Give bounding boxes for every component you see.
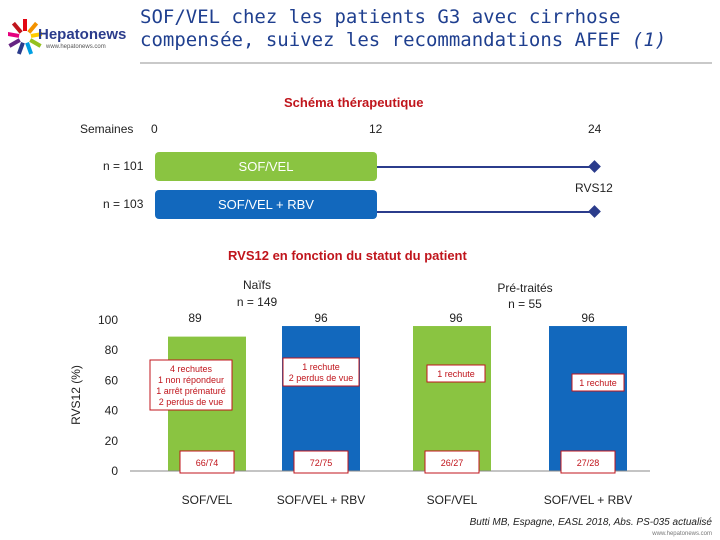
arm-2-followup-line <box>377 211 595 213</box>
title-ref: (1) <box>631 29 667 51</box>
note-line: 1 rechute <box>302 362 340 372</box>
endpoint-label: RVS12 <box>575 181 613 195</box>
weeks-label: Semaines <box>80 122 134 136</box>
category-label: SOF/VEL <box>427 493 478 507</box>
footer-url: www.hepatonews.com <box>652 531 712 537</box>
logo-url: www.hepatonews.com <box>46 44 106 50</box>
category-label: SOF/VEL + RBV <box>277 493 366 507</box>
y-tick-label: 60 <box>105 373 119 387</box>
note-box <box>149 359 233 411</box>
arm-2-n: n = 103 <box>103 197 144 211</box>
fraction-label: 72/75 <box>310 458 333 468</box>
note-line: 1 rechute <box>579 378 617 388</box>
page-title: SOF/VEL chez les patients G3 avec cirrho… <box>140 6 710 52</box>
note-box <box>426 364 486 383</box>
note-box <box>282 357 360 387</box>
arm-2-bar: SOF/VEL + RBV <box>155 190 377 219</box>
title-divider <box>140 62 712 64</box>
fraction-label: 27/28 <box>577 458 600 468</box>
value-label: 96 <box>581 311 595 325</box>
category-label: SOF/VEL + RBV <box>544 493 633 507</box>
y-tick-label: 100 <box>98 313 118 327</box>
value-label: 96 <box>314 311 328 325</box>
fraction-box <box>179 450 235 474</box>
bar-3 <box>413 326 491 471</box>
arm-1-treatment: SOF/VEL <box>238 159 294 174</box>
arm-2-treatment: SOF/VEL + RBV <box>218 197 314 212</box>
y-tick-label: 40 <box>105 404 119 418</box>
note-box <box>571 373 625 392</box>
fraction-label: 66/74 <box>196 458 219 468</box>
note-line: 4 rechutes <box>170 364 213 374</box>
citation: Butti MB, Espagne, EASL 2018, Abs. PS-03… <box>469 517 712 528</box>
group-n-naive: n = 149 <box>237 295 278 309</box>
logo-star-icon <box>8 19 42 55</box>
arm-2-endpoint-diamond <box>588 205 601 218</box>
y-axis-label: RVS12 (%) <box>69 365 83 425</box>
value-label: 89 <box>188 311 202 325</box>
scheme-title: Schéma thérapeutique <box>284 95 424 110</box>
value-label: 96 <box>449 311 463 325</box>
week-tick-0: 0 <box>151 122 158 136</box>
y-tick-label: 80 <box>105 343 119 357</box>
arm-1-followup-line <box>377 166 595 168</box>
logo[interactable]: Hepatonews www.hepatonews.com <box>6 14 130 58</box>
arm-1-n: n = 101 <box>103 159 144 173</box>
arm-1-bar: SOF/VEL <box>155 152 377 181</box>
note-line: 2 perdus de vue <box>289 373 354 383</box>
group-label-pretreated: Pré-traités <box>497 281 552 295</box>
note-line: 2 perdus de vue <box>159 397 224 407</box>
fraction-box <box>293 450 349 474</box>
logo-name: Hepatonews <box>38 26 127 43</box>
week-tick-12: 12 <box>369 122 383 136</box>
title-line-1: SOF/VEL chez les patients G3 avec cirrho… <box>140 6 621 28</box>
note-line: 1 rechute <box>437 369 475 379</box>
bar-4 <box>549 326 627 471</box>
chart-title: RVS12 en fonction du statut du patient <box>228 248 467 263</box>
fraction-label: 26/27 <box>441 458 464 468</box>
y-tick-label: 0 <box>111 464 118 478</box>
fraction-box <box>424 450 480 474</box>
y-tick-label: 20 <box>105 434 119 448</box>
group-n-pretreated: n = 55 <box>508 297 542 311</box>
bar-1 <box>168 336 246 471</box>
fraction-box <box>560 450 616 474</box>
note-line: 1 non répondeur <box>158 375 224 385</box>
title-line-2: compensée, suivez les recommandations AF… <box>140 29 621 51</box>
bar-2 <box>282 326 360 471</box>
note-line: 1 arrêt prématuré <box>156 386 226 396</box>
arm-1-endpoint-diamond <box>588 160 601 173</box>
category-label: SOF/VEL <box>182 493 233 507</box>
week-tick-24: 24 <box>588 122 602 136</box>
group-label-naive: Naïfs <box>243 278 271 292</box>
